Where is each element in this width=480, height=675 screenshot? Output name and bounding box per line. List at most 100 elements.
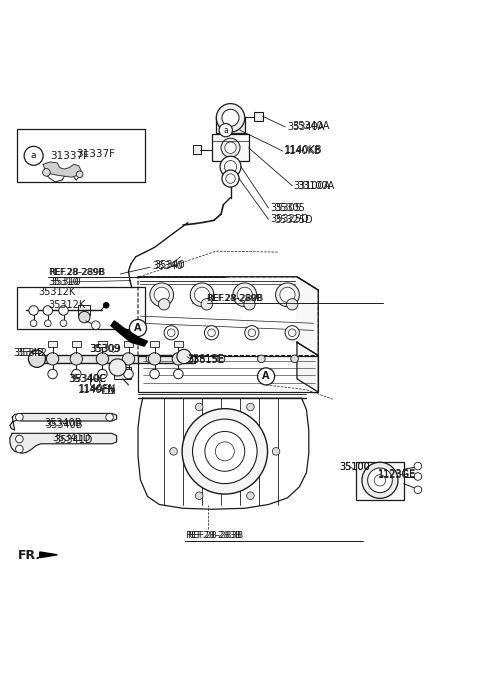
Circle shape [244, 298, 255, 310]
Circle shape [70, 352, 83, 365]
Polygon shape [40, 552, 57, 558]
Circle shape [48, 369, 57, 379]
Text: 35312K: 35312K [38, 287, 76, 297]
Text: 35100: 35100 [340, 462, 371, 472]
Text: 31337F: 31337F [76, 149, 115, 159]
Circle shape [245, 325, 259, 340]
Circle shape [174, 369, 183, 379]
Text: 33815E: 33815E [188, 355, 225, 365]
Bar [150, 342, 159, 347]
Text: a: a [223, 126, 228, 135]
Text: 35342: 35342 [13, 348, 44, 358]
Circle shape [222, 170, 239, 187]
Circle shape [122, 352, 135, 365]
Circle shape [154, 287, 169, 302]
Circle shape [222, 109, 239, 126]
Circle shape [192, 419, 257, 483]
Circle shape [247, 403, 254, 411]
Text: 35340B: 35340B [46, 420, 83, 430]
Circle shape [248, 329, 256, 337]
Polygon shape [138, 398, 309, 509]
Circle shape [59, 306, 68, 315]
Circle shape [414, 486, 422, 493]
Circle shape [109, 359, 126, 376]
Text: 35340A: 35340A [292, 122, 330, 132]
Circle shape [91, 379, 100, 388]
Bar [216, 117, 245, 134]
Circle shape [29, 306, 38, 315]
Circle shape [414, 472, 422, 481]
Bar [72, 342, 81, 347]
Circle shape [172, 352, 184, 365]
Circle shape [190, 283, 214, 306]
Text: 35325D: 35325D [270, 215, 309, 224]
Circle shape [148, 352, 161, 365]
Text: REF.28-289B: REF.28-289B [206, 294, 262, 302]
Circle shape [182, 408, 267, 494]
Text: 35340C: 35340C [69, 374, 107, 384]
Circle shape [258, 355, 265, 362]
Text: 35341D: 35341D [53, 433, 91, 443]
Circle shape [124, 369, 133, 379]
Text: 35340: 35340 [152, 261, 183, 271]
Text: a: a [31, 151, 36, 160]
Polygon shape [297, 342, 318, 392]
Circle shape [72, 369, 81, 379]
Circle shape [47, 352, 59, 365]
Bar [17, 129, 145, 182]
Circle shape [103, 302, 109, 308]
Bar [213, 134, 249, 161]
Bar [114, 367, 132, 379]
Circle shape [291, 355, 299, 362]
Text: REF.28-283B: REF.28-283B [185, 531, 242, 540]
Circle shape [285, 325, 300, 340]
Text: 35342: 35342 [16, 348, 47, 358]
Text: 35340C: 35340C [68, 374, 106, 384]
Circle shape [179, 355, 187, 362]
Circle shape [92, 321, 100, 329]
Text: REF.28-289B: REF.28-289B [207, 294, 263, 302]
Circle shape [150, 369, 159, 379]
Bar [48, 342, 57, 347]
Text: 1140KB: 1140KB [285, 145, 323, 155]
Circle shape [237, 287, 252, 302]
Text: 35100: 35100 [340, 462, 371, 472]
Text: 1140FN: 1140FN [78, 385, 115, 395]
Circle shape [195, 403, 203, 411]
Text: 35310: 35310 [48, 277, 79, 287]
Circle shape [60, 320, 67, 327]
Circle shape [76, 171, 83, 178]
Text: 35325D: 35325D [274, 215, 313, 225]
Circle shape [28, 350, 46, 367]
Bar [78, 305, 90, 315]
Circle shape [30, 320, 37, 327]
Circle shape [288, 329, 296, 337]
Polygon shape [297, 277, 318, 356]
Bar [192, 145, 201, 154]
Text: 35341D: 35341D [54, 435, 92, 445]
Circle shape [201, 298, 213, 310]
Circle shape [97, 369, 107, 379]
Circle shape [15, 446, 23, 453]
Circle shape [150, 283, 174, 306]
Circle shape [79, 311, 90, 323]
Text: FR.: FR. [18, 549, 41, 562]
Text: A: A [263, 371, 270, 381]
Circle shape [15, 435, 23, 443]
Circle shape [204, 325, 219, 340]
Text: 35340B: 35340B [45, 418, 82, 428]
Circle shape [146, 355, 154, 362]
Circle shape [195, 492, 203, 500]
Text: 33100A: 33100A [297, 181, 334, 190]
Circle shape [170, 448, 178, 455]
Text: 35310: 35310 [50, 277, 81, 287]
Text: 31337F: 31337F [50, 151, 89, 161]
Text: 33815E: 33815E [188, 354, 225, 364]
Text: 35312K: 35312K [48, 300, 85, 310]
Bar [174, 342, 183, 347]
Text: 35340: 35340 [155, 261, 185, 271]
Circle shape [208, 329, 216, 337]
Bar [124, 342, 133, 347]
Text: REF.28-289B: REF.28-289B [49, 268, 106, 277]
Polygon shape [111, 321, 147, 346]
